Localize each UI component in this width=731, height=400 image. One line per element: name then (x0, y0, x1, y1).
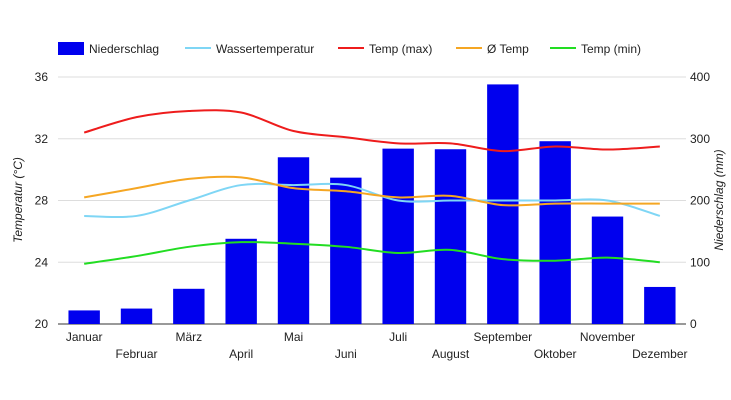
x-tick-label: Oktober (534, 347, 577, 361)
x-tick-label: Juli (389, 330, 407, 344)
series-line-1 (83, 109, 660, 153)
series-line-2 (83, 175, 660, 207)
x-tick-label: Januar (66, 330, 103, 344)
x-tick-label: Juni (335, 347, 357, 361)
x-tick-label: März (175, 330, 202, 344)
left-tick-label: 28 (35, 194, 49, 208)
x-tick-label: Dezember (632, 347, 687, 361)
legend-label-niederschlag: Niederschlag (89, 42, 159, 56)
left-tick-label: 20 (35, 317, 49, 331)
bar-7 (434, 149, 467, 324)
left-axis-title: Temperatur (°C) (11, 157, 25, 243)
left-tick-label: 36 (35, 70, 49, 84)
legend-label-temp-min: Temp (min) (581, 42, 641, 56)
bar-9 (539, 141, 571, 324)
legend-swatch-niederschlag (58, 42, 84, 55)
right-tick-label: 300 (690, 132, 710, 146)
legend-label-wassertemperatur: Wassertemperatur (216, 42, 314, 56)
series-line-3 (84, 241, 660, 265)
bar-4 (277, 157, 310, 324)
left-axis-ticks: 20 24 28 32 36 (35, 70, 49, 331)
bar-5 (330, 177, 362, 324)
gridlines (58, 76, 686, 325)
right-tick-label: 100 (690, 255, 710, 269)
legend-label-avg-temp: Ø Temp (487, 42, 529, 56)
bar-2 (173, 288, 205, 324)
right-axis-ticks: 0 100 200 300 400 (690, 70, 710, 331)
x-tick-label: September (473, 330, 532, 344)
x-tick-label: November (580, 330, 635, 344)
bar-3 (225, 238, 257, 324)
legend: Niederschlag Wassertemperatur Temp (max)… (58, 42, 641, 56)
left-tick-label: 32 (35, 132, 49, 146)
right-tick-label: 400 (690, 70, 710, 84)
x-tick-label: Februar (115, 347, 157, 361)
right-axis-title: Niederschlag (mm) (712, 149, 726, 250)
bar-1 (120, 308, 153, 324)
x-axis-ticks: Januar Februar März April Mai Juni Juli AugustS… (66, 330, 688, 361)
bar-11 (644, 286, 676, 324)
left-tick-label: 24 (35, 255, 49, 269)
x-tick-label: August (432, 347, 470, 361)
legend-label-temp-max: Temp (max) (369, 42, 432, 56)
right-tick-label: 0 (690, 317, 697, 331)
bar-10 (591, 216, 624, 324)
x-tick-label: Mai (284, 330, 303, 344)
series-line-0 (84, 182, 661, 219)
bars (68, 84, 676, 324)
series-lines (83, 109, 661, 265)
bar-6 (382, 148, 414, 324)
x-tick-label: April (229, 347, 253, 361)
bar-0 (68, 310, 100, 324)
right-tick-label: 200 (690, 194, 710, 208)
